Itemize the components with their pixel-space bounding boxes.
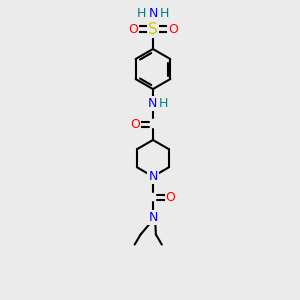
Text: N: N <box>148 8 158 20</box>
Text: N: N <box>148 170 158 183</box>
Text: O: O <box>166 191 176 204</box>
Text: H: H <box>159 8 169 20</box>
Text: O: O <box>168 23 178 36</box>
Text: S: S <box>148 22 158 37</box>
Text: N: N <box>148 211 158 224</box>
Text: N: N <box>148 97 157 110</box>
Text: O: O <box>128 23 138 36</box>
Text: H: H <box>137 8 146 20</box>
Text: O: O <box>130 118 140 131</box>
Text: H: H <box>159 97 168 110</box>
